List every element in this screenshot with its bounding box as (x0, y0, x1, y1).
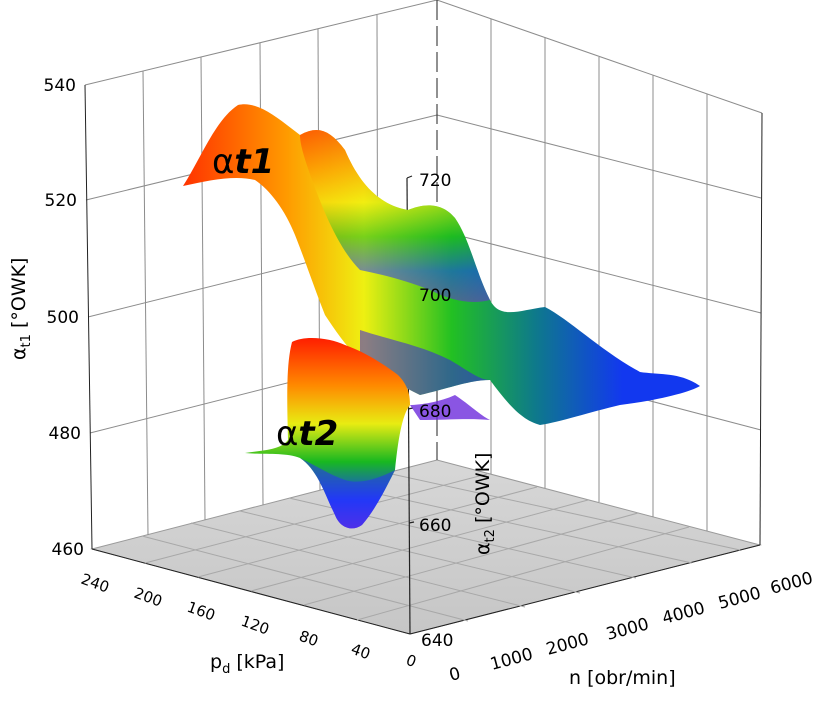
t2-tick: 700 (419, 286, 451, 306)
t1-tick: 540 (44, 76, 76, 96)
n-tick: 2000 (544, 629, 591, 660)
t1-tick: 500 (47, 308, 79, 328)
surface-t1-label: αt1 (212, 142, 274, 182)
surface-t2-label: αt2 (276, 414, 338, 454)
t2-tick: 660 (419, 516, 451, 536)
t1-tick-labels: 540 520 500 480 460 (44, 76, 84, 560)
pd-tick: 40 (349, 640, 373, 663)
pd-tick: 200 (132, 584, 165, 611)
t1-axis-label: αt1 [°OWK] (8, 258, 34, 360)
t1-tick: 460 (52, 540, 84, 560)
t2-tick: 680 (419, 402, 451, 422)
n-tick: 1000 (488, 644, 535, 675)
n-tick: 4000 (660, 598, 707, 629)
t2-tick: 640 (421, 631, 453, 651)
n-tick: 5000 (716, 583, 763, 614)
pd-tick: 240 (79, 570, 112, 597)
pd-axis-label: pd [kPa] (210, 651, 284, 677)
t1-tick: 480 (49, 424, 81, 444)
pd-tick: 120 (239, 612, 272, 639)
n-axis-label: n [obr/min] (569, 667, 676, 689)
n-tick: 0 (447, 664, 463, 686)
pd-tick: 160 (185, 598, 218, 625)
n-tick: 6000 (768, 568, 815, 599)
pd-tick: 0 (404, 651, 419, 671)
t1-tick: 520 (45, 191, 77, 211)
pd-tick: 80 (297, 627, 321, 650)
n-tick: 3000 (604, 614, 651, 645)
t2-tick: 720 (419, 171, 451, 191)
